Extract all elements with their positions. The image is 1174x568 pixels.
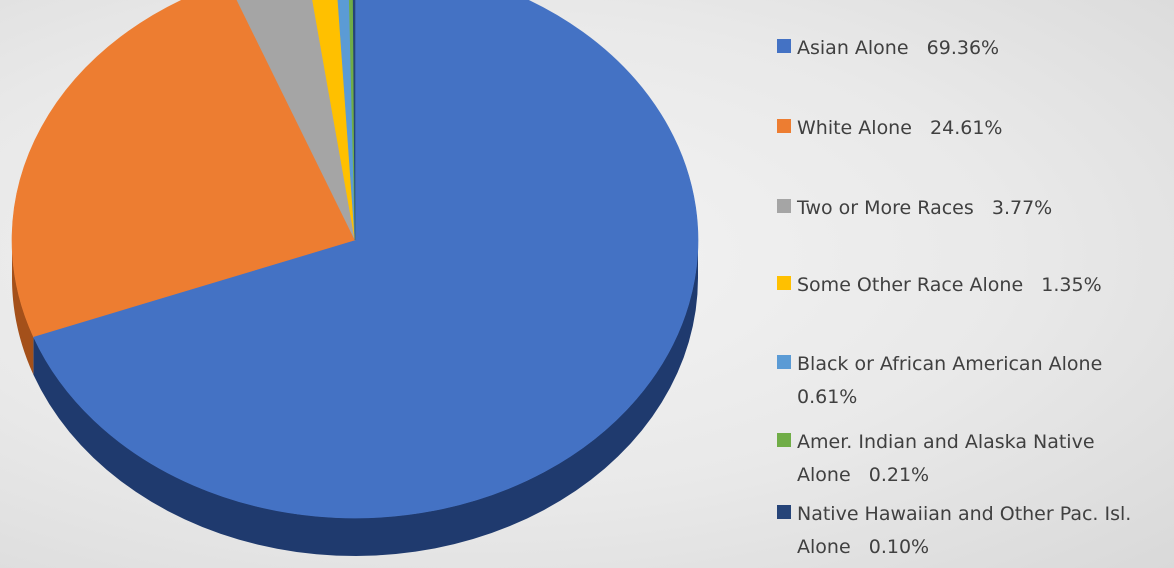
pie-depth <box>12 240 699 556</box>
legend-label-native-hawaiian: Native Hawaiian and Other Pac. Isl. Alon… <box>797 503 1132 558</box>
legend-label-white: White Alone 24.61% <box>797 117 1003 139</box>
legend-label-some-other: Some Other Race Alone 1.35% <box>797 274 1102 296</box>
pie-chart <box>11 0 699 556</box>
legend-label-asian: Asian Alone 69.36% <box>797 37 1000 59</box>
legend-label-black: Black or African American Alone 0.61% <box>797 353 1103 408</box>
legend-swatch-native-hawaiian <box>777 505 791 519</box>
legend-item-some-other: Some Other Race Alone 1.35% <box>777 269 1167 302</box>
pie-side-white-alone <box>12 240 34 375</box>
legend-item-two-or-more: Two or More Races 3.77% <box>777 192 1167 225</box>
legend-item-black: Black or African American Alone 0.61% <box>777 348 1167 414</box>
legend-item-native-hawaiian: Native Hawaiian and Other Pac. Isl. Alon… <box>777 498 1167 564</box>
legend-swatch-amer-indian <box>777 433 791 447</box>
legend-item-asian: Asian Alone 69.36% <box>777 32 1167 65</box>
pie-slice-asian-alone <box>32 0 699 519</box>
pie-slice-two-or-more-races <box>236 0 356 241</box>
legend-swatch-asian <box>777 39 791 53</box>
pie-slice-some-other-race-alone <box>312 0 356 241</box>
pie-top <box>11 0 699 519</box>
pie-slice-black-or-african-american-alone <box>337 0 356 241</box>
legend-item-amer-indian: Amer. Indian and Alaska Native Alone 0.2… <box>777 426 1167 492</box>
legend-label-amer-indian: Amer. Indian and Alaska Native Alone 0.2… <box>797 431 1095 486</box>
pie-slice-white-alone <box>11 0 356 337</box>
legend-swatch-two-or-more <box>777 199 791 213</box>
legend-swatch-black <box>777 355 791 369</box>
legend-swatch-white <box>777 119 791 133</box>
legend-label-two-or-more: Two or More Races 3.77% <box>797 197 1053 219</box>
legend-item-white: White Alone 24.61% <box>777 112 1167 145</box>
pie-slice-native-hawaiian-and-other-pac-isl-alone <box>352 0 356 241</box>
legend-swatch-some-other <box>777 276 791 290</box>
